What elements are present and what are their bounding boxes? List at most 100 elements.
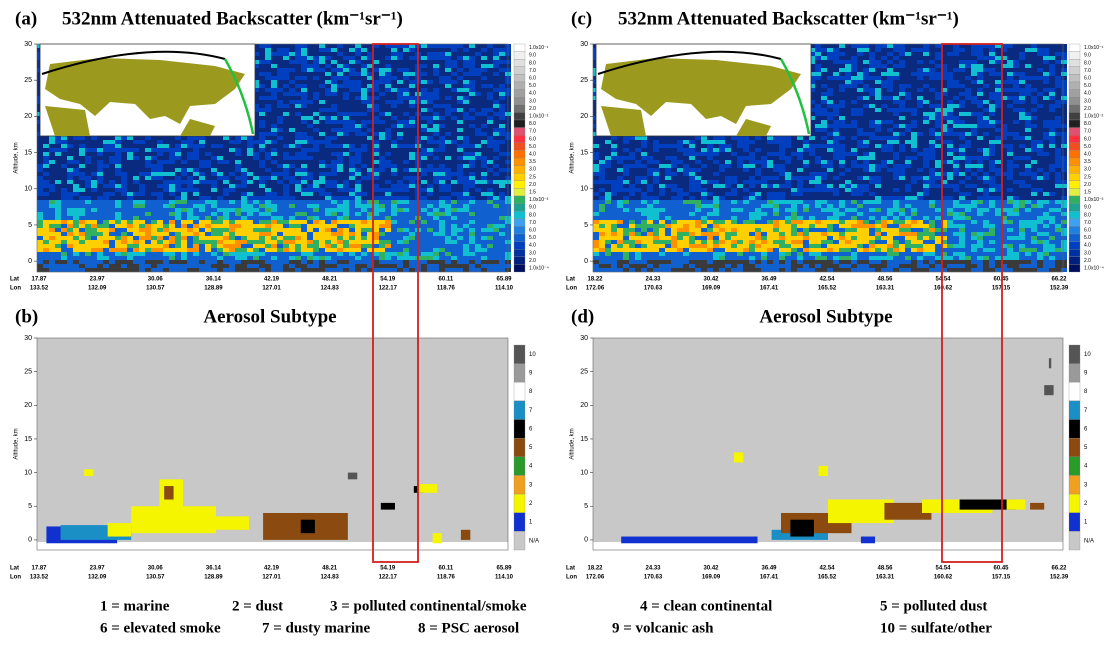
texture-cell <box>361 44 367 48</box>
texture-cell <box>421 64 427 68</box>
texture-cell <box>307 180 313 184</box>
texture-cell <box>289 196 295 200</box>
texture-cell <box>439 100 445 104</box>
texture-cell <box>481 208 487 212</box>
texture-cell <box>439 248 445 252</box>
lon-tick-label: 133.52 <box>30 286 49 292</box>
texture-cell <box>307 64 313 68</box>
texture-cell <box>145 140 151 144</box>
texture-cell <box>421 196 427 200</box>
texture-cell <box>391 184 397 188</box>
texture-cell <box>163 168 169 172</box>
texture-cell <box>271 220 277 224</box>
texture-cell <box>397 252 403 256</box>
texture-cell <box>611 156 617 160</box>
texture-cell <box>385 184 391 188</box>
texture-cell <box>433 260 439 264</box>
texture-cell <box>115 248 121 252</box>
lat-tick-label: 36.14 <box>206 566 222 572</box>
texture-cell <box>253 184 259 188</box>
texture-cell <box>355 160 361 164</box>
texture-cell <box>499 196 505 200</box>
texture-cell <box>277 76 283 80</box>
texture-cell <box>91 232 97 236</box>
texture-cell <box>599 232 605 236</box>
texture-cell <box>403 148 409 152</box>
texture-cell <box>103 168 109 172</box>
texture-cell <box>379 104 385 108</box>
colorbar-label: 8.0 <box>529 60 536 66</box>
texture-cell <box>217 236 223 240</box>
texture-cell <box>175 208 181 212</box>
texture-cell <box>355 128 361 132</box>
texture-cell <box>331 156 337 160</box>
texture-cell <box>457 64 463 68</box>
texture-cell <box>313 232 319 236</box>
texture-cell <box>331 244 337 248</box>
texture-cell <box>457 200 463 204</box>
texture-cell <box>433 88 439 92</box>
texture-cell <box>283 56 289 60</box>
texture-cell <box>385 60 391 64</box>
texture-cell <box>433 164 439 168</box>
texture-cell <box>617 264 623 268</box>
texture-cell <box>181 240 187 244</box>
texture-cell <box>331 172 337 176</box>
texture-cell <box>361 248 367 252</box>
texture-cell <box>121 144 127 148</box>
texture-cell <box>91 172 97 176</box>
texture-cell <box>337 212 343 216</box>
texture-cell <box>271 144 277 148</box>
texture-cell <box>361 268 367 272</box>
texture-cell <box>349 152 355 156</box>
texture-cell <box>91 216 97 220</box>
texture-cell <box>355 148 361 152</box>
texture-cell <box>73 192 79 196</box>
texture-cell <box>91 140 97 144</box>
texture-cell <box>181 252 187 256</box>
texture-cell <box>217 188 223 192</box>
texture-cell <box>403 136 409 140</box>
texture-cell <box>127 148 133 152</box>
texture-cell <box>611 220 617 224</box>
texture-cell <box>163 220 169 224</box>
subtype-region <box>348 473 357 480</box>
texture-cell <box>487 172 493 176</box>
texture-cell <box>325 160 331 164</box>
texture-cell <box>241 164 247 168</box>
texture-cell <box>391 188 397 192</box>
texture-cell <box>313 224 319 228</box>
texture-cell <box>427 152 433 156</box>
texture-cell <box>145 180 151 184</box>
texture-cell <box>169 168 175 172</box>
texture-cell <box>109 140 115 144</box>
texture-cell <box>301 236 307 240</box>
texture-cell <box>319 224 325 228</box>
texture-cell <box>67 164 73 168</box>
texture-cell <box>409 192 415 196</box>
texture-cell <box>109 144 115 148</box>
texture-cell <box>331 144 337 148</box>
texture-cell <box>493 180 499 184</box>
texture-cell <box>259 132 265 136</box>
texture-cell <box>475 112 481 116</box>
texture-cell <box>397 108 403 112</box>
texture-cell <box>61 220 67 224</box>
texture-cell <box>187 264 193 268</box>
texture-cell <box>205 236 211 240</box>
texture-cell <box>139 248 145 252</box>
texture-cell <box>325 236 331 240</box>
texture-cell <box>133 208 139 212</box>
texture-cell <box>283 104 289 108</box>
texture-cell <box>379 140 385 144</box>
texture-cell <box>379 160 385 164</box>
texture-cell <box>605 144 611 148</box>
texture-cell <box>379 188 385 192</box>
texture-cell <box>337 160 343 164</box>
texture-cell <box>427 72 433 76</box>
texture-cell <box>493 192 499 196</box>
texture-cell <box>283 204 289 208</box>
texture-cell <box>193 196 199 200</box>
texture-cell <box>617 180 623 184</box>
texture-cell <box>361 204 367 208</box>
